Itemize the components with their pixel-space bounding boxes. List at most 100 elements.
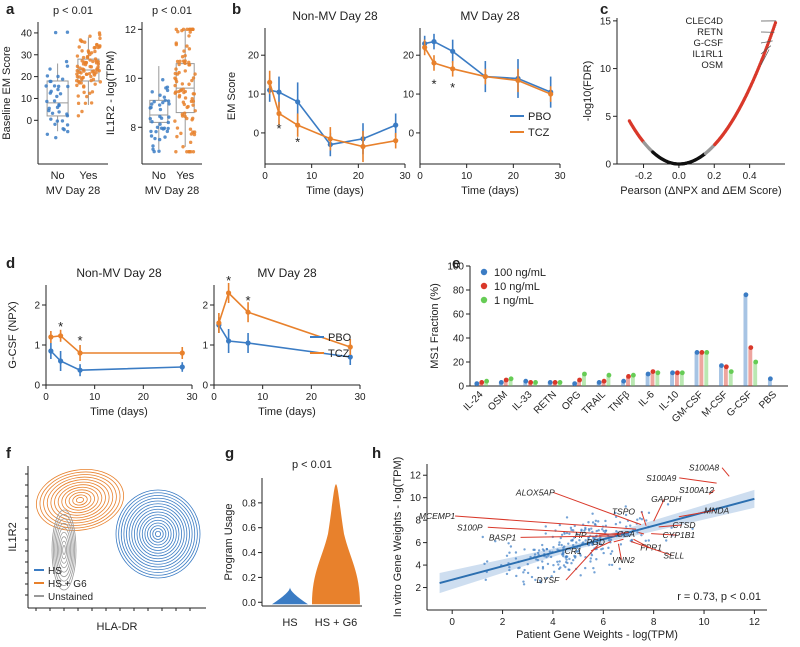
y-tick-label: 0	[34, 381, 40, 392]
data-point	[154, 130, 157, 133]
significance-star: *	[58, 319, 63, 334]
x-tick-label: -0.2	[635, 171, 653, 182]
bar-point	[607, 373, 612, 378]
data-point	[94, 57, 97, 60]
contour-ring	[68, 491, 92, 510]
gene-label: CR1	[565, 546, 582, 556]
x-tick-label: 10	[306, 171, 318, 182]
y-axis-label: Program Usage	[223, 503, 235, 580]
data-point	[150, 120, 153, 123]
data-point	[151, 144, 154, 147]
data-point	[183, 60, 186, 63]
contour-ring	[63, 546, 66, 555]
bar-point	[631, 373, 636, 378]
data-point	[158, 103, 161, 106]
y-tick-label: 0	[605, 160, 611, 171]
x-tick-label: 0.0	[672, 171, 686, 182]
data-point	[541, 544, 543, 546]
significance-star: *	[78, 333, 83, 348]
data-point	[183, 103, 186, 106]
data-point	[174, 150, 177, 153]
x-tick-label: 30	[354, 392, 366, 403]
y-tick-label: 2	[415, 583, 421, 594]
data-point	[506, 573, 508, 575]
bar-point	[528, 380, 533, 385]
p-value: p < 0.01	[53, 5, 93, 17]
y-tick-label: 40	[21, 28, 33, 39]
data-point	[164, 99, 167, 102]
y-tick-label: 12	[125, 25, 137, 36]
data-point	[177, 71, 180, 74]
y-tick-label: 20	[21, 72, 33, 83]
data-point	[49, 117, 52, 120]
data-point	[595, 520, 597, 522]
data-point	[192, 150, 195, 153]
data-point	[166, 130, 169, 133]
x-tick-label: 30	[399, 171, 411, 182]
bar-point	[479, 380, 484, 385]
data-point	[547, 563, 549, 565]
data-point	[564, 566, 566, 568]
x-tick-label: 30	[186, 392, 198, 403]
data-point	[602, 552, 604, 554]
bar-point	[621, 379, 626, 384]
x-axis-label: MV Day 28	[145, 185, 199, 197]
data-point	[182, 49, 185, 52]
data-point	[53, 123, 56, 126]
data-point	[89, 75, 92, 78]
x-tick-label: 0	[211, 392, 217, 403]
data-point	[90, 65, 93, 68]
bar-point	[548, 380, 553, 385]
gene-label: VNN2	[612, 555, 635, 565]
x-tick-label: 12	[749, 617, 761, 628]
x-category-label: No	[51, 170, 65, 182]
data-point	[552, 564, 554, 566]
data-point	[161, 78, 164, 81]
data-point	[157, 149, 160, 152]
contour-ring	[153, 529, 164, 540]
data-point	[80, 110, 83, 113]
y-tick-label: 60	[453, 310, 465, 321]
bar-point	[670, 370, 675, 375]
data-point	[99, 80, 102, 83]
data-point	[629, 525, 631, 527]
data-point	[561, 534, 563, 536]
x-axis-label: MV Day 28	[46, 185, 100, 197]
y-tick-label: 20	[453, 358, 465, 369]
y-tick-label: 0.0	[242, 598, 256, 609]
x-axis-label: HLA-DR	[97, 621, 138, 633]
bar	[699, 352, 703, 386]
data-point	[49, 80, 52, 83]
data-point	[54, 136, 57, 139]
data-point	[190, 100, 193, 103]
data-point	[608, 564, 610, 566]
bar	[704, 352, 708, 386]
contour-ring	[148, 523, 169, 545]
y-tick-label: 0	[202, 381, 208, 392]
data-point	[56, 119, 59, 122]
data-point	[150, 102, 153, 105]
data-point	[166, 89, 169, 92]
bar	[748, 348, 752, 386]
data-point	[93, 50, 96, 53]
bar-point	[626, 374, 631, 379]
data-point	[179, 89, 182, 92]
data-point	[178, 94, 181, 97]
gene-label: MCEMP1	[419, 511, 456, 521]
contour-ring	[31, 463, 128, 537]
data-point	[51, 112, 54, 115]
gene-label: CYP1B1	[663, 530, 696, 540]
data-point	[774, 21, 777, 24]
data-point	[90, 79, 93, 82]
bar	[695, 352, 699, 386]
gene-label: BASP1	[489, 532, 517, 542]
y-tick-label: 30	[21, 50, 33, 61]
data-point	[191, 130, 194, 133]
y-tick-label: 0.4	[242, 548, 256, 559]
data-point	[590, 527, 592, 529]
legend-label: PBO	[528, 111, 552, 123]
bar-point	[533, 380, 538, 385]
data-point	[515, 575, 517, 577]
data-point	[53, 84, 56, 87]
series-line-tcz	[425, 47, 551, 94]
